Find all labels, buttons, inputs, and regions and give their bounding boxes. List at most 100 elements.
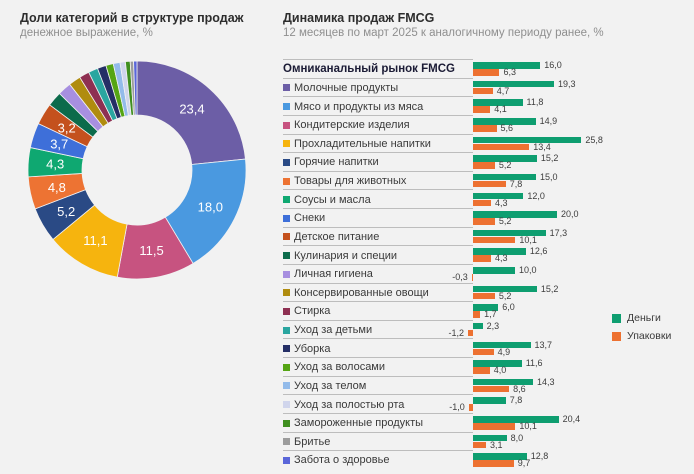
row-bars: 12,6 4,3 bbox=[473, 245, 688, 264]
category-marker-icon bbox=[283, 456, 290, 464]
money-bar bbox=[473, 248, 526, 255]
packs-bar bbox=[473, 292, 495, 300]
row-label: Уход за полостью рта bbox=[283, 394, 473, 414]
category-name: Консервированные овощи bbox=[294, 286, 429, 299]
row-bars: 11,6 4,0 bbox=[473, 357, 688, 376]
money-bar bbox=[473, 453, 527, 460]
donut-segment-label: 11,5 bbox=[139, 243, 163, 258]
money-bar bbox=[473, 322, 483, 330]
row-bars: 11,8 4,1 bbox=[473, 96, 688, 115]
money-value: 15,2 bbox=[540, 283, 559, 294]
donut-segment-label: 5,2 bbox=[57, 204, 75, 219]
packs-value: 9,7 bbox=[517, 458, 531, 469]
money-value: 20,0 bbox=[561, 209, 579, 220]
packs-value: 5,6 bbox=[500, 123, 514, 134]
row-bars: 25,8 13,4 bbox=[473, 134, 688, 153]
money-value: 15,0 bbox=[540, 171, 558, 182]
row-bars: 14,3 8,6 bbox=[473, 376, 688, 395]
category-name: Товары для животных bbox=[294, 175, 407, 188]
donut-segment bbox=[136, 60, 246, 165]
packs-bar bbox=[473, 162, 495, 169]
money-value: 11,8 bbox=[526, 97, 544, 108]
category-name: Личная гигиена bbox=[294, 268, 373, 281]
packs-swatch-icon bbox=[612, 331, 621, 341]
money-bar bbox=[473, 173, 536, 181]
category-marker-icon bbox=[283, 103, 290, 111]
packs-bar bbox=[473, 87, 493, 95]
donut-segment bbox=[133, 60, 138, 116]
row-bars: 17,3 10,1 bbox=[473, 227, 688, 246]
category-name: Забота о здоровье bbox=[294, 454, 390, 467]
row-label: Уборка bbox=[283, 338, 473, 358]
money-value: 25,8 bbox=[585, 134, 603, 145]
row-label: Молочные продукты bbox=[283, 77, 473, 98]
row-bars: 15,0 7,8 bbox=[473, 171, 688, 190]
packs-value: 4,9 bbox=[497, 346, 511, 357]
category-name: Стирка bbox=[294, 305, 331, 318]
packs-bar bbox=[473, 441, 487, 449]
packs-value: 1,7 bbox=[484, 309, 497, 320]
legend-packs-label: Упаковки bbox=[627, 330, 672, 342]
category-name: Снеки bbox=[294, 212, 326, 225]
money-value: 15,2 bbox=[540, 153, 559, 164]
row-label: Уход за детьми bbox=[283, 319, 473, 340]
row-label: Уход за телом bbox=[283, 375, 473, 396]
category-name: Бритье bbox=[294, 435, 331, 448]
packs-value: -1,0 bbox=[449, 402, 465, 413]
category-row: Омниканальный рынок FMCG 16,0 6,3 bbox=[283, 59, 688, 78]
packs-bar bbox=[473, 218, 495, 225]
category-row: Замороженные продукты 20,4 10,1 bbox=[283, 412, 688, 432]
packs-value: 6,3 bbox=[503, 67, 516, 78]
category-marker-icon bbox=[283, 307, 290, 315]
packs-value: -0,3 bbox=[452, 272, 468, 283]
category-marker-icon bbox=[283, 289, 290, 297]
money-value: 10,0 bbox=[519, 265, 537, 276]
row-label: Кулинария и специи bbox=[283, 245, 473, 265]
row-label: Мясо и продукты из мяса bbox=[283, 96, 473, 116]
money-bar bbox=[473, 155, 537, 162]
category-row: Забота о здоровье 12,8 9,7 bbox=[283, 450, 688, 469]
money-value: 17,3 bbox=[549, 227, 568, 238]
category-name: Прохладительные напитки bbox=[294, 137, 431, 150]
packs-value: 3,1 bbox=[490, 439, 503, 450]
money-bar bbox=[473, 99, 523, 106]
money-value: 16,0 bbox=[544, 60, 562, 71]
category-name: Уход за полостью рта bbox=[294, 398, 405, 411]
donut-segment-label: 18,0 bbox=[198, 199, 223, 214]
category-marker-icon bbox=[283, 233, 290, 241]
category-marker-icon bbox=[283, 419, 290, 427]
donut-segment-label: 3,2 bbox=[58, 120, 76, 135]
money-value: 14,3 bbox=[537, 376, 555, 387]
donut-segment-label: 3,7 bbox=[50, 136, 68, 151]
row-bars: 12,8 9,7 bbox=[473, 450, 688, 469]
money-value: 7,8 bbox=[509, 395, 523, 406]
packs-value: 5,2 bbox=[498, 160, 512, 171]
category-row: Молочные продукты 19,3 4,7 bbox=[283, 77, 688, 98]
bar-chart-subtitle: 12 месяцев по март 2025 к аналогичному п… bbox=[283, 27, 604, 39]
category-name: Уход за детьми bbox=[294, 324, 373, 337]
row-label: Снеки bbox=[283, 208, 473, 228]
packs-value: 4,0 bbox=[493, 365, 507, 376]
row-bars: 15,2 5,2 bbox=[473, 283, 688, 302]
category-name: Горячие напитки bbox=[294, 156, 379, 169]
category-name: Соусы и масла bbox=[294, 193, 371, 206]
category-row: Товары для животных 15,0 7,8 bbox=[283, 170, 688, 190]
category-name: Уборка bbox=[294, 342, 331, 355]
category-marker-icon bbox=[283, 326, 290, 334]
row-bars: 14,9 5,6 bbox=[473, 115, 688, 134]
packs-value: 5,2 bbox=[498, 290, 512, 301]
row-label: Уход за волосами bbox=[283, 357, 473, 377]
row-label: Стирка bbox=[283, 301, 473, 321]
money-value: 14,9 bbox=[539, 116, 558, 127]
packs-bar bbox=[473, 143, 530, 151]
category-name: Уход за волосами bbox=[294, 361, 386, 374]
money-bar bbox=[473, 267, 515, 274]
category-name: Уход за телом bbox=[294, 379, 367, 392]
category-marker-icon bbox=[283, 382, 290, 390]
packs-bar bbox=[473, 311, 481, 318]
money-bar bbox=[473, 211, 557, 218]
row-bars: 20,0 5,2 bbox=[473, 208, 688, 227]
donut-segment-label: 4,3 bbox=[46, 157, 64, 172]
category-row: Стирка 6,0 1,7 bbox=[283, 301, 688, 320]
money-value: 19,3 bbox=[558, 78, 576, 89]
